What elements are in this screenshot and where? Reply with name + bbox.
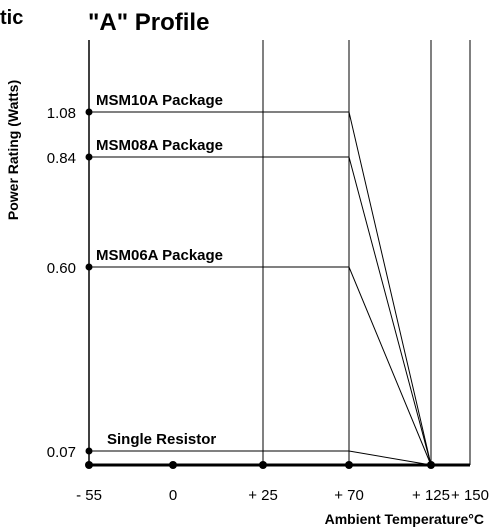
corner-label: tic bbox=[0, 7, 23, 29]
y-tick-label: 0.07 bbox=[47, 444, 76, 461]
series-label: Single Resistor bbox=[107, 431, 216, 448]
x-tick-label: + 150 bbox=[451, 487, 489, 504]
x-tick-label: 0 bbox=[169, 487, 177, 504]
x-axis-point bbox=[427, 461, 435, 469]
chart-title: "A" Profile bbox=[88, 9, 209, 36]
x-tick-label: + 70 bbox=[334, 487, 364, 504]
series-label: MSM06A Package bbox=[96, 247, 223, 264]
y-axis-label: Power Rating (Watts) bbox=[5, 80, 21, 220]
series-label: MSM10A Package bbox=[96, 92, 223, 109]
x-axis-point bbox=[345, 461, 353, 469]
x-axis-label: Ambient Temperature°C bbox=[325, 511, 484, 527]
x-axis-point bbox=[85, 461, 93, 469]
series-line bbox=[89, 450, 432, 466]
x-axis-point bbox=[169, 461, 177, 469]
x-tick-label: - 55 bbox=[76, 487, 102, 504]
plot-area: MSM10A Package MSM08A Package MSM06A Packa… bbox=[47, 40, 489, 504]
series-start-point bbox=[85, 108, 93, 116]
y-tick-label: 0.84 bbox=[47, 150, 76, 167]
series-start-point bbox=[85, 153, 93, 161]
series-line bbox=[89, 266, 432, 466]
series-start-point bbox=[85, 263, 93, 271]
y-tick-label: 0.60 bbox=[47, 260, 76, 277]
series-start-point bbox=[85, 447, 93, 455]
series-label: MSM08A Package bbox=[96, 137, 223, 154]
x-tick-label: + 125 bbox=[412, 487, 450, 504]
series-line bbox=[89, 156, 432, 466]
x-axis-point bbox=[259, 461, 267, 469]
y-tick-label: 1.08 bbox=[47, 105, 76, 122]
x-tick-label: + 25 bbox=[248, 487, 278, 504]
series-line bbox=[89, 111, 432, 466]
